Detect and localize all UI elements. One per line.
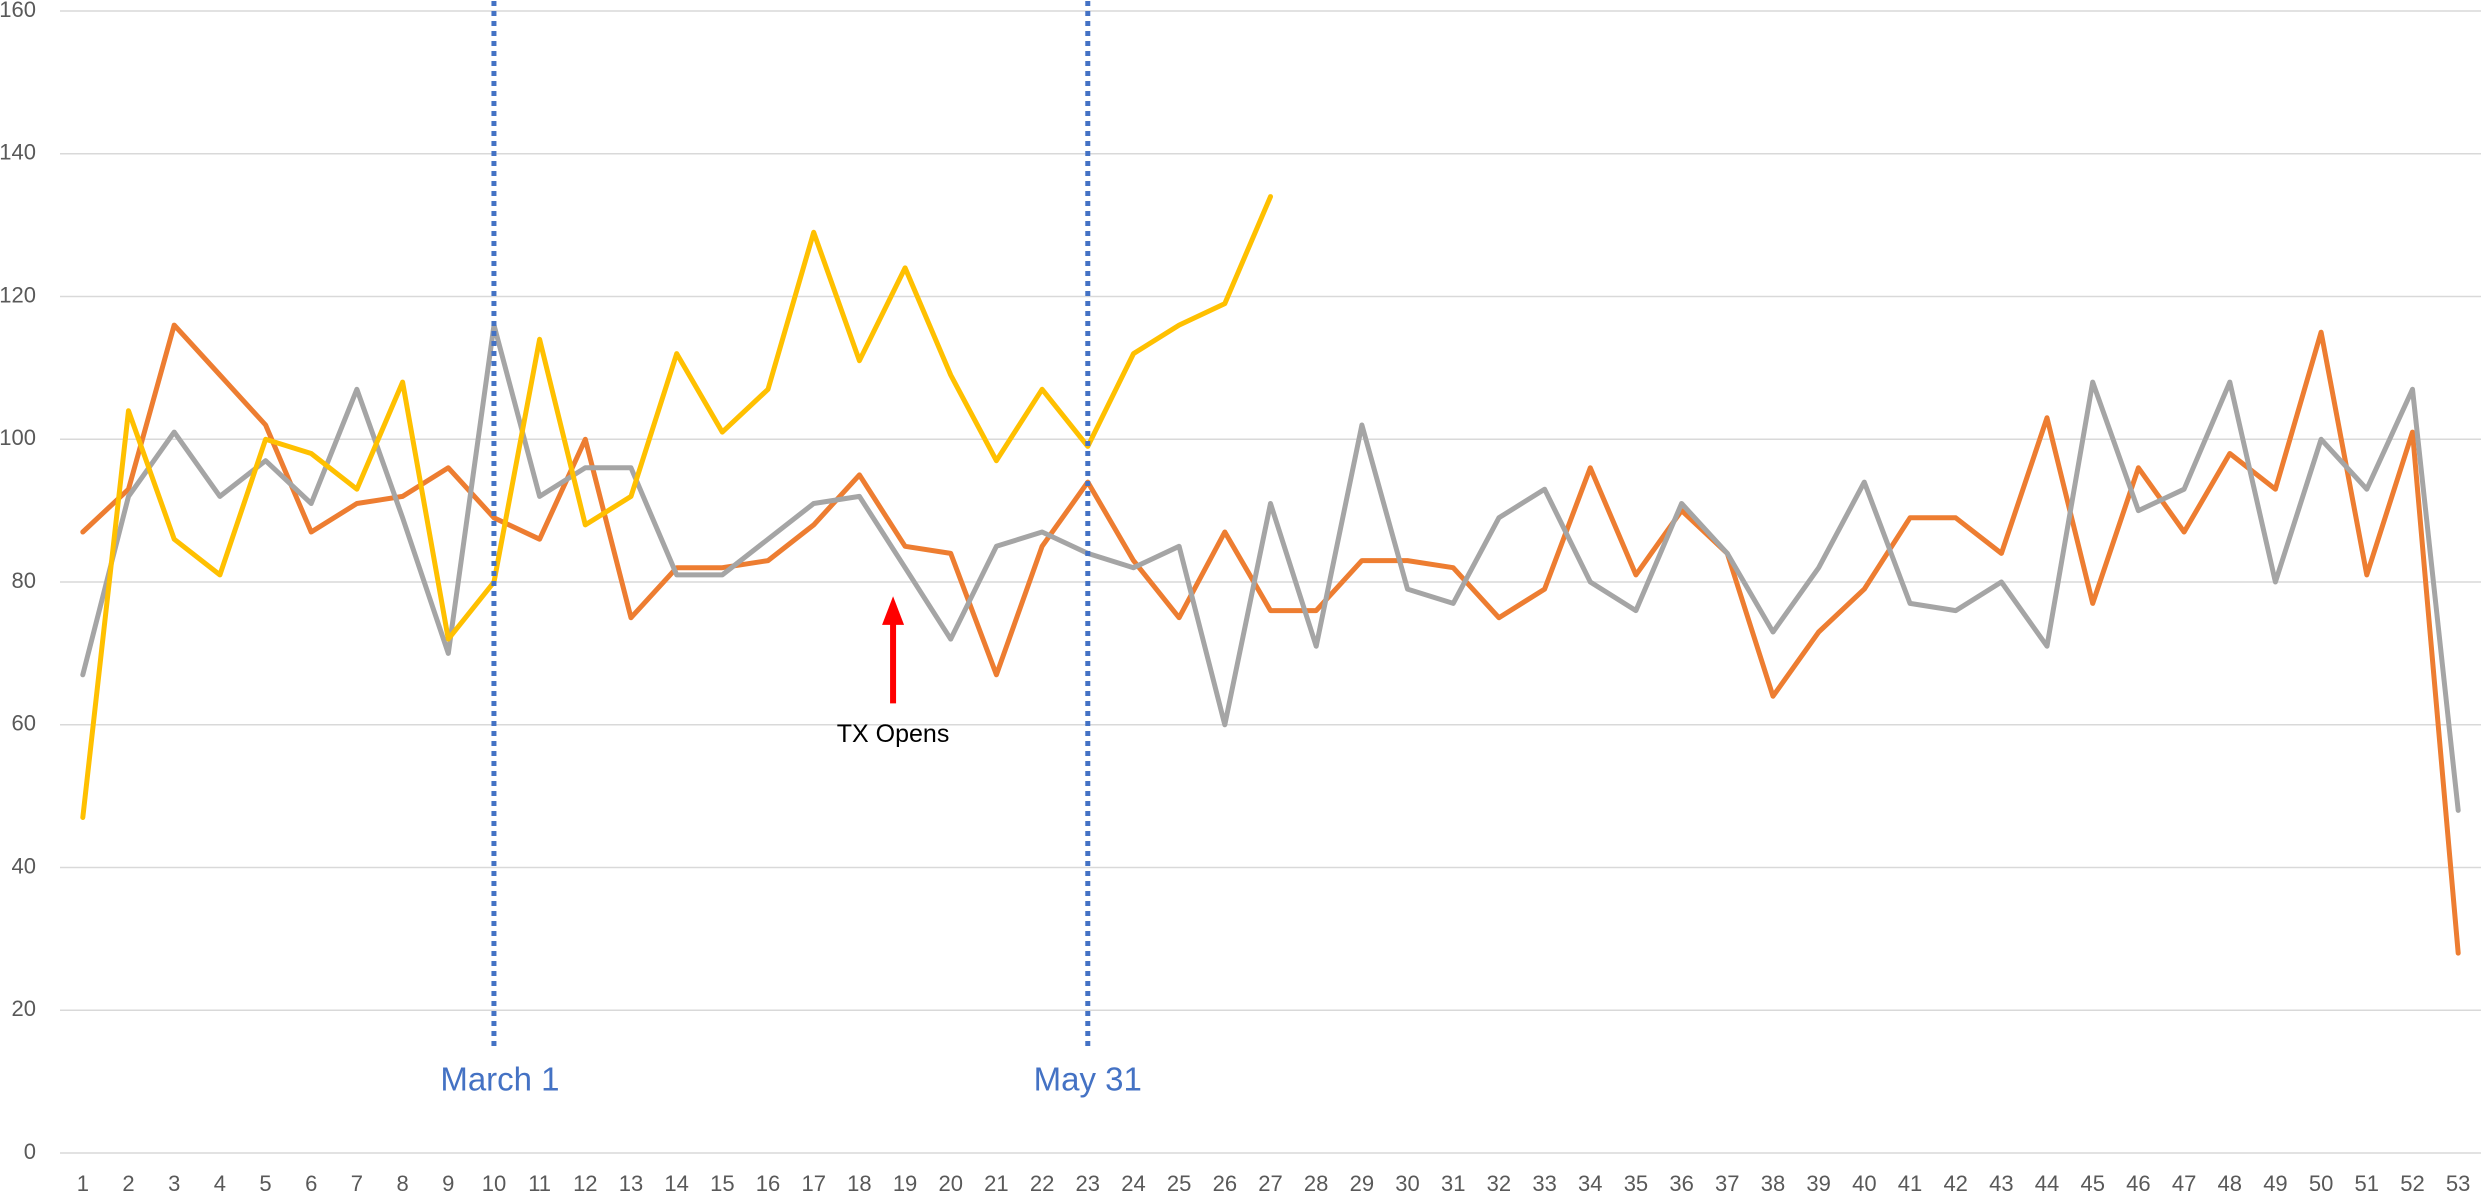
annotation-label: TX Opens [837,720,950,748]
x-tick-label: 39 [1806,1171,1830,1195]
x-tick-label: 46 [2126,1171,2150,1195]
x-tick-label: 13 [619,1171,643,1195]
x-tick-label: 38 [1761,1171,1785,1195]
y-tick-label: 120 [0,282,36,307]
x-tick-label: 27 [1258,1171,1282,1195]
y-tick-label: 60 [12,711,36,736]
arrow-head [882,596,905,625]
x-tick-label: 22 [1030,1171,1054,1195]
x-tick-label: 24 [1121,1171,1145,1195]
x-tick-label: 34 [1578,1171,1602,1195]
x-tick-label: 9 [442,1171,454,1195]
x-tick-label: 19 [893,1171,917,1195]
series-line [80,322,2461,956]
annotation-label: May 31 [1034,1060,1142,1097]
x-tick-label: 8 [396,1171,408,1195]
x-tick-label: 5 [259,1171,271,1195]
x-tick-label: 4 [214,1171,226,1195]
x-tick-label: 40 [1852,1171,1876,1195]
x-tick-label: 26 [1213,1171,1237,1195]
x-tick-label: 33 [1532,1171,1556,1195]
x-tick-label: 49 [2263,1171,2287,1195]
x-tick-label: 14 [664,1171,688,1195]
y-tick-label: 160 [0,0,36,22]
x-tick-label: 41 [1898,1171,1922,1195]
x-tick-label: 37 [1715,1171,1739,1195]
x-tick-label: 12 [573,1171,597,1195]
x-tick-label: 30 [1395,1171,1419,1195]
y-tick-label: 140 [0,140,36,165]
x-tick-label: 43 [1989,1171,2013,1195]
x-tick-label: 32 [1487,1171,1511,1195]
y-tick-label: 100 [0,425,36,450]
x-tick-label: 3 [168,1171,180,1195]
x-tick-label: 29 [1350,1171,1374,1195]
x-tick-label: 17 [801,1171,825,1195]
y-tick-label: 20 [12,996,36,1021]
x-tick-label: 15 [710,1171,734,1195]
x-tick-label: 44 [2035,1171,2059,1195]
x-tick-label: 50 [2309,1171,2333,1195]
y-tick-label: 0 [24,1139,36,1164]
series-line [80,322,2461,813]
x-tick-label: 20 [939,1171,963,1195]
x-tick-label: 31 [1441,1171,1465,1195]
y-tick-label: 80 [12,568,36,593]
x-tick-label: 1 [77,1171,89,1195]
x-tick-label: 28 [1304,1171,1328,1195]
x-tick-label: 35 [1624,1171,1648,1195]
x-tick-label: 21 [984,1171,1008,1195]
x-tick-label: 16 [756,1171,780,1195]
x-tick-label: 51 [2355,1171,2379,1195]
y-tick-label: 40 [12,853,36,878]
x-tick-label: 2 [122,1171,134,1195]
x-tick-label: 53 [2446,1171,2470,1195]
x-tick-label: 52 [2400,1171,2424,1195]
x-tick-label: 18 [847,1171,871,1195]
x-tick-label: 36 [1669,1171,1693,1195]
x-tick-label: 42 [1943,1171,1967,1195]
x-tick-label: 47 [2172,1171,2196,1195]
x-tick-label: 6 [305,1171,317,1195]
x-tick-label: 23 [1076,1171,1100,1195]
x-tick-label: 10 [482,1171,506,1195]
x-tick-label: 7 [351,1171,363,1195]
x-tick-label: 11 [528,1171,551,1195]
annotation-label: March 1 [440,1060,559,1097]
x-tick-label: 25 [1167,1171,1191,1195]
x-tick-label: 48 [2218,1171,2242,1195]
x-tick-label: 45 [2080,1171,2104,1195]
series-line [80,194,1273,820]
